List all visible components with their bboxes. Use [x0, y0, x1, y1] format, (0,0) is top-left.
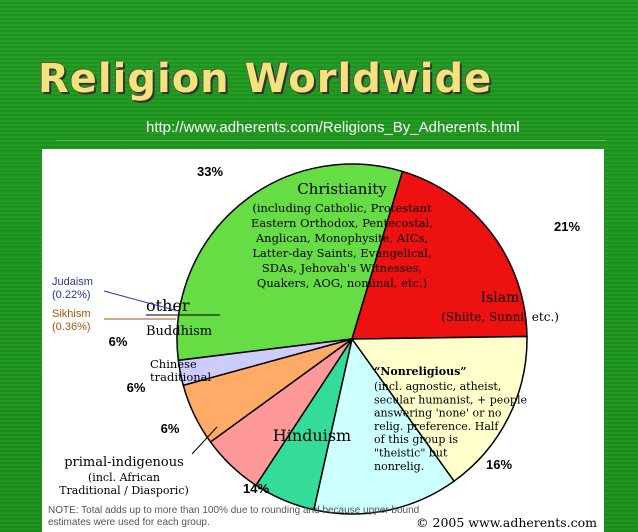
small-label-sikhism: Sikhism: [52, 308, 91, 320]
judaism-pointer: [103, 290, 179, 312]
slice-label-chinese-traditional-line-2: traditional: [150, 370, 212, 384]
source-url[interactable]: http://www.adherents.com/Religions_By_Ad…: [146, 119, 520, 136]
slice-label-primal-indigenous: primal-indigenous: [64, 455, 184, 470]
slice-sublabel-christianity-1: (including Catholic, Protestant: [252, 201, 432, 215]
slide-title: Religion Worldwide: [38, 56, 493, 102]
slice-percent-buddhism: 6%: [109, 334, 128, 349]
slice-sublabel-nonreligious-4: relig. preference. Half: [374, 420, 499, 433]
chart-note-line-1: NOTE: Total adds up to more than 100% du…: [48, 505, 419, 516]
slice-percent-islam: 21%: [554, 219, 580, 234]
slice-sublabel-christianity-6: Quakers, AOG, nominal, etc.): [257, 276, 427, 290]
primal-indigenous-pointer: [191, 426, 218, 455]
slice-sublabel-nonreligious-1: (incl. agnostic, atheist,: [374, 380, 501, 393]
slice-label-buddhism: Buddhism: [146, 324, 212, 339]
slice-sublabel-christianity-3: Anglican, Monophysite, AICs,: [255, 231, 428, 245]
slice-percent-hinduism: 14%: [243, 481, 269, 496]
slice-sublabel-nonreligious-6: "theistic" but: [374, 447, 448, 460]
pie-slice-islam: [350, 170, 528, 340]
slice-sublabel-christianity-2: Eastern Orthodox, Pentecostal,: [251, 216, 433, 230]
small-value-sikhism: (0.36%): [52, 321, 91, 333]
slice-sublabel-primal-indigenous-2: Traditional / Diasporic): [59, 484, 189, 497]
slice-sublabel-nonreligious-7: nonrelig.: [374, 460, 424, 473]
slice-sublabel-christianity-4: Latter-day Saints, Evangelical,: [252, 246, 431, 260]
slice-label-christianity: Christianity: [297, 180, 387, 198]
pie-slices: [176, 163, 528, 515]
slice-sublabel-islam-1: (Shiite, Sunni, etc.): [441, 310, 559, 324]
chart-credit: © 2005 www.adherents.com: [416, 515, 597, 530]
pie-slice-hinduism: [312, 337, 456, 515]
chart-panel: Christianity (including Catholic, Protest…: [42, 149, 604, 532]
slice-label-chinese-traditional-line-1: Chinese: [150, 357, 197, 371]
slice-label-nonreligious: “Nonreligious”: [374, 365, 467, 378]
slice-percent-primal-indigenous: 6%: [161, 421, 180, 436]
pie-slice-nonreligious: [350, 335, 528, 483]
slice-label-hinduism: Hinduism: [273, 426, 351, 445]
slice-sublabel-nonreligious-2: secular humanist, + people: [374, 393, 527, 406]
slice-percent-chinese-traditional: 6%: [127, 380, 146, 395]
slice-label-islam: Islam: [481, 290, 520, 306]
slice-label-other: other: [146, 296, 190, 315]
slice-percent-nonreligious: 16%: [486, 457, 512, 472]
decorative-divider: [56, 140, 606, 141]
slice-percent-christianity: 33%: [197, 164, 223, 179]
religion-pie-chart: Christianity (including Catholic, Protest…: [48, 163, 597, 530]
small-label-judaism: Judaism: [52, 276, 93, 288]
pie-slice-other: [177, 338, 353, 387]
slice-sublabel-primal-indigenous-1: (incl. African: [88, 471, 160, 484]
slice-sublabel-nonreligious-3: answering 'none' or no: [374, 407, 502, 420]
slice-sublabel-nonreligious-5: of this group is: [374, 433, 458, 446]
chart-note-line-2: estimates were used for each group.: [48, 517, 210, 528]
small-value-judaism: (0.22%): [52, 289, 91, 301]
pie-slice-christianity: [176, 163, 404, 362]
slice-sublabel-christianity-5: SDAs, Jehovah's Witnesses,: [262, 261, 422, 275]
